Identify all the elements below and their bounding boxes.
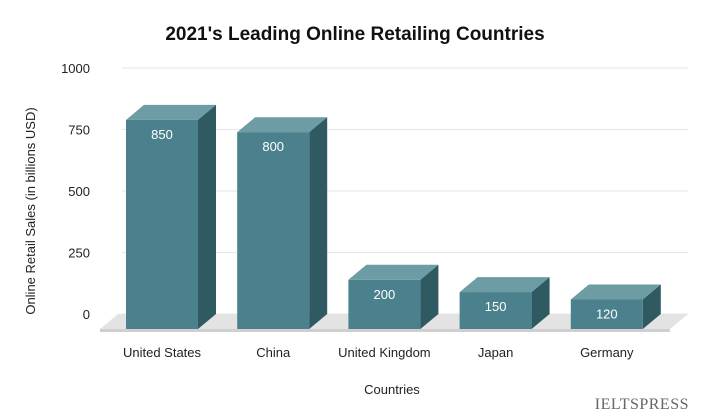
bar: 800 <box>237 117 328 329</box>
watermark-logo: IELTSPRESS <box>595 396 689 413</box>
bar: 150 <box>459 277 550 329</box>
bars: 850 800 200 150 120 <box>126 104 661 330</box>
bar-front-face <box>459 292 532 329</box>
bar-front-face <box>348 279 421 329</box>
data-label: 850 <box>151 127 173 142</box>
bar-top-face <box>459 277 550 293</box>
bar-front-face <box>237 132 310 329</box>
bar-top-face <box>348 264 439 280</box>
x-tick-label: Germany <box>580 345 634 360</box>
y-tick-label: 750 <box>68 123 90 138</box>
bar: 120 <box>570 284 661 329</box>
bar-side-face <box>531 277 550 329</box>
x-tick-label: China <box>256 345 291 360</box>
bar-top-face <box>570 284 661 300</box>
chart-title: 2021's Leading Online Retailing Countrie… <box>165 24 544 45</box>
x-tick-label: United States <box>123 345 202 360</box>
y-tick-label: 1000 <box>61 61 90 76</box>
data-label: 200 <box>374 287 396 302</box>
data-label: 150 <box>485 299 507 314</box>
y-tick-label: 0 <box>83 307 90 322</box>
y-tick-label: 500 <box>68 184 90 199</box>
bar-side-face <box>309 117 328 329</box>
y-tick-label: 250 <box>68 246 90 261</box>
bar: 850 <box>126 104 216 330</box>
x-axis-label: Countries <box>364 382 420 397</box>
bar-top-face <box>126 104 216 120</box>
y-axis-ticks: 0 250 500 750 1000 <box>61 61 90 322</box>
y-axis-label: Online Retail Sales (in billions USD) <box>23 107 38 314</box>
x-tick-label: United Kingdom <box>338 345 431 360</box>
bar-top-face <box>237 117 328 133</box>
x-tick-label: Japan <box>478 345 513 360</box>
bar-front-face <box>126 119 198 330</box>
bar-side-face <box>198 104 216 330</box>
x-axis-categories: United States China United Kingdom Japan Ger… <box>123 345 634 360</box>
data-label: 800 <box>262 139 284 154</box>
bar-side-face <box>420 264 439 329</box>
bar-front-face <box>570 299 643 329</box>
bar-side-face <box>642 284 661 329</box>
bar: 200 <box>348 264 439 329</box>
data-label: 120 <box>596 306 618 321</box>
floor-edge <box>100 329 670 332</box>
